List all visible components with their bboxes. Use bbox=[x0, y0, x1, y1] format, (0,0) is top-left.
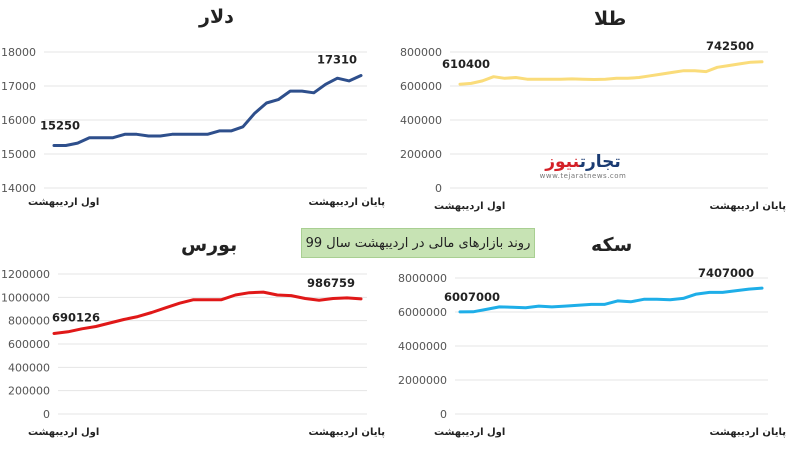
brand-logo-part2: نیوز bbox=[545, 152, 580, 172]
chart-panel-4: 0 2000000 4000000 6000000 8000000 6007000 7407… bbox=[398, 266, 786, 438]
x-label-start: اول اردیبهشت bbox=[28, 427, 99, 438]
data-label-first: 15250 bbox=[40, 119, 80, 133]
brand-logo-text: تجارتنیوز bbox=[528, 152, 638, 172]
data-label-last: 17310 bbox=[317, 52, 357, 66]
data-label-last: 7407000 bbox=[698, 266, 754, 280]
y-tick-label: 600000 bbox=[400, 80, 442, 93]
y-tick-label: 17000 bbox=[1, 80, 36, 93]
summary-banner: روند بازارهای مالی در اردیبهشت سال 99 bbox=[301, 228, 535, 258]
y-tick-label: 4000000 bbox=[398, 340, 447, 353]
y-tick-label: 200000 bbox=[400, 148, 442, 161]
y-tick-label: 1000000 bbox=[1, 291, 50, 304]
y-tick-label: 14000 bbox=[1, 182, 36, 195]
y-tick-label: 200000 bbox=[8, 385, 50, 398]
series-line bbox=[52, 290, 363, 335]
data-label-last: 986759 bbox=[307, 276, 355, 290]
y-tick-label: 16000 bbox=[1, 114, 36, 127]
series-line bbox=[52, 74, 363, 147]
chart-title: دلار bbox=[199, 6, 234, 28]
y-tick-label: 400000 bbox=[400, 114, 442, 127]
chart-title: طلا bbox=[594, 8, 627, 30]
summary-banner-text: روند بازارهای مالی در اردیبهشت سال 99 bbox=[305, 235, 531, 251]
x-label-start: اول اردیبهشت bbox=[28, 197, 99, 208]
y-tick-label: 0 bbox=[440, 408, 447, 421]
y-tick-label: 400000 bbox=[8, 361, 50, 374]
y-tick-label: 1200000 bbox=[1, 268, 50, 281]
data-label-first: 6007000 bbox=[444, 290, 500, 304]
x-label-end: پایان اردیبهشت bbox=[308, 427, 385, 438]
series-line bbox=[458, 60, 764, 86]
chart-title: بورس bbox=[181, 234, 238, 256]
brand-logo-url: www.tejaratnews.com bbox=[539, 172, 627, 180]
y-tick-label: 18000 bbox=[1, 46, 36, 59]
brand-logo: تجارتنیوز www.tejaratnews.com bbox=[528, 152, 638, 192]
y-tick-label: 600000 bbox=[8, 338, 50, 351]
chart-panel-1: 14000 15000 16000 17000 18000 15250 17310 اول ا… bbox=[1, 46, 385, 208]
y-tick-label: 8000000 bbox=[398, 272, 447, 285]
x-label-start: اول اردیبهشت bbox=[434, 201, 505, 212]
x-label-end: پایان اردیبهشت bbox=[709, 201, 786, 212]
data-label-first: 690126 bbox=[52, 310, 100, 324]
chart-panel-3: 0 200000 400000 600000 800000 1000000 1200000 6… bbox=[1, 268, 385, 438]
x-label-end: پایان اردیبهشت bbox=[709, 427, 786, 438]
brand-logo-part1: تجارت bbox=[579, 152, 621, 172]
chart-title: سکه bbox=[591, 234, 633, 256]
y-tick-label: 2000000 bbox=[398, 374, 447, 387]
y-tick-label: 0 bbox=[435, 182, 442, 195]
y-tick-label: 800000 bbox=[8, 315, 50, 328]
data-label-last: 742500 bbox=[706, 39, 754, 53]
x-label-start: اول اردیبهشت bbox=[434, 427, 505, 438]
x-label-end: پایان اردیبهشت bbox=[308, 197, 385, 208]
series-line bbox=[458, 286, 764, 314]
y-tick-label: 15000 bbox=[1, 148, 36, 161]
y-tick-label: 6000000 bbox=[398, 306, 447, 319]
y-tick-label: 800000 bbox=[400, 46, 442, 59]
data-label-first: 610400 bbox=[442, 57, 490, 71]
y-tick-label: 0 bbox=[43, 408, 50, 421]
